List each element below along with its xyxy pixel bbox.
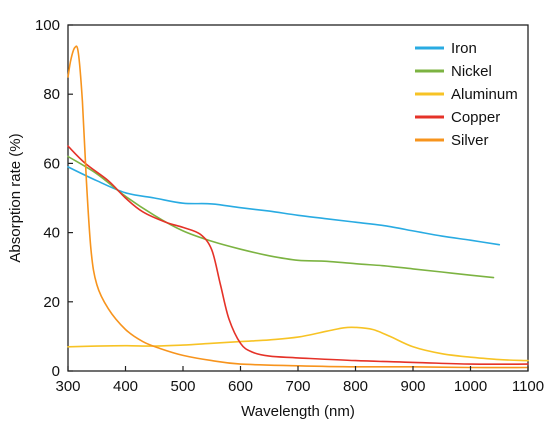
series-line-aluminum <box>67 326 529 362</box>
legend-label-copper: Copper <box>451 109 500 126</box>
series-lines <box>67 45 529 369</box>
legend-label-aluminum: Aluminum <box>451 86 518 103</box>
series-line-iron <box>67 166 501 246</box>
y-axis-ticks: 0 20 40 60 80 100 <box>35 17 73 380</box>
x-tick-label: 400 <box>113 378 138 395</box>
x-tick-label: 300 <box>55 378 80 395</box>
series-line-silver <box>67 45 529 369</box>
x-tick-label: 600 <box>228 378 253 395</box>
legend-label-iron: Iron <box>451 40 477 57</box>
series-line-copper <box>67 145 529 366</box>
series-line-nickel <box>67 155 495 279</box>
legend: Iron Nickel Aluminum Copper Silver <box>415 40 518 149</box>
y-tick-label: 60 <box>43 155 60 172</box>
y-tick-label: 100 <box>35 17 60 34</box>
legend-label-nickel: Nickel <box>451 63 492 80</box>
x-axis-title: Wavelength (nm) <box>241 403 355 420</box>
x-tick-label: 1000 <box>454 378 487 395</box>
y-tick-label: 80 <box>43 86 60 103</box>
y-tick-label: 20 <box>43 294 60 311</box>
x-axis-ticks: 300 400 500 600 700 800 900 1000 1100 <box>55 366 544 395</box>
legend-label-silver: Silver <box>451 132 489 149</box>
x-tick-label: 500 <box>170 378 195 395</box>
x-tick-label: 700 <box>285 378 310 395</box>
y-tick-label: 40 <box>43 225 60 242</box>
x-tick-label: 800 <box>343 378 368 395</box>
x-tick-label: 1100 <box>512 378 544 395</box>
y-tick-label: 0 <box>52 363 60 380</box>
x-tick-label: 900 <box>400 378 425 395</box>
y-axis-title: Absorption rate (%) <box>7 133 24 262</box>
